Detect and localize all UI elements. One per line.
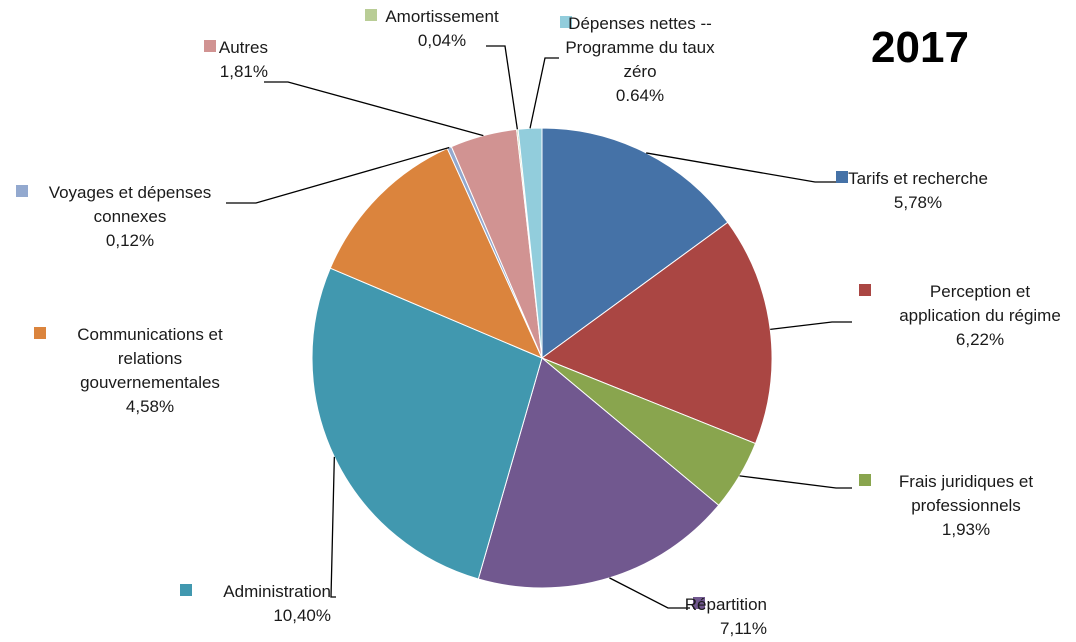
legend-swatch: [836, 171, 848, 183]
leader-lines: [226, 45, 852, 609]
slice-label: Communications et: [77, 325, 223, 344]
slice-label: Programme du taux: [565, 38, 715, 57]
slice-percent: 1,93%: [942, 520, 990, 539]
slice-label: connexes: [94, 207, 167, 226]
slice-label: Perception et: [930, 282, 1030, 301]
pie-slice: [540, 221, 773, 445]
legend-swatch: [365, 9, 377, 21]
slice-label: Administration: [223, 582, 331, 601]
slice-label: Autres: [219, 38, 268, 57]
legend-swatch: [204, 40, 216, 52]
slice-percent: 10,40%: [273, 606, 331, 625]
legend-swatch: [560, 16, 572, 28]
slice-label: Amortissement: [385, 7, 499, 26]
legend-swatch: [693, 597, 705, 609]
pie-slices: [311, 127, 773, 589]
legend-swatch: [180, 584, 192, 596]
slice-percent: 1,81%: [220, 62, 268, 81]
leader-line: [739, 475, 852, 489]
slice-percent: 6,22%: [956, 330, 1004, 349]
slice-percent: 0,12%: [106, 231, 154, 250]
slice-labels: Tarifs et recherche 5,78% Perception et app…: [16, 7, 1061, 638]
slice-label: Frais juridiques et: [899, 472, 1033, 491]
slice-label: gouvernementales: [80, 373, 220, 392]
chart-title: 2017: [871, 23, 969, 72]
slice-label: Tarifs et recherche: [848, 169, 988, 188]
slice-label: relations: [118, 349, 182, 368]
leader-line: [264, 81, 484, 137]
legend-swatch: [34, 327, 46, 339]
leader-line: [646, 152, 836, 183]
leader-line: [486, 45, 519, 130]
slice-label: professionnels: [911, 496, 1021, 515]
legend-swatch: [859, 284, 871, 296]
legend-swatch: [859, 474, 871, 486]
slice-percent: 7,11%: [720, 619, 767, 638]
slice-percent: 0,04%: [418, 31, 466, 50]
leader-line: [529, 57, 559, 129]
pie-slice: [329, 147, 543, 359]
pie-slice: [311, 267, 543, 580]
leader-line: [770, 321, 852, 331]
slice-label: Répartition: [685, 595, 767, 614]
slice-label: Dépenses nettes --: [568, 14, 712, 33]
leader-line: [330, 456, 336, 598]
leader-line: [609, 577, 690, 609]
legend-swatch: [16, 185, 28, 197]
leader-line: [226, 146, 450, 204]
slice-percent: 5,78%: [894, 193, 942, 212]
slice-label: Voyages et dépenses: [49, 183, 212, 202]
slice-percent: 4,58%: [126, 397, 174, 416]
slice-label: zéro: [623, 62, 656, 81]
slice-label: application du régime: [899, 306, 1061, 325]
slice-percent: 0.64%: [616, 86, 664, 105]
